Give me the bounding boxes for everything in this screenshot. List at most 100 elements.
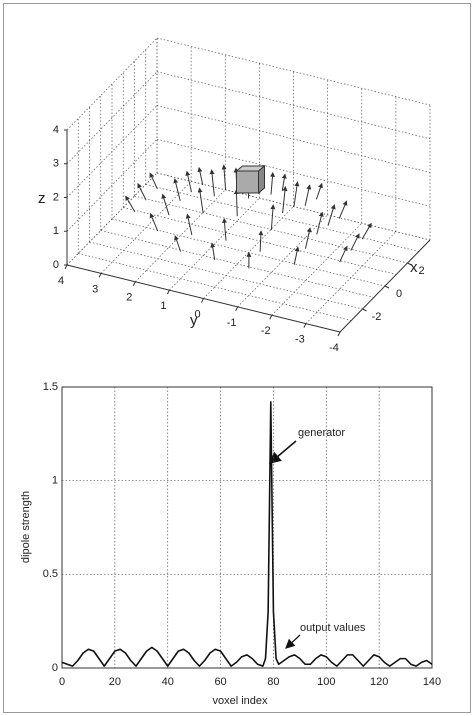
- y-tick-label: -3: [295, 334, 305, 346]
- grid-line: [66, 71, 158, 164]
- data-line: [61, 401, 433, 667]
- y-tick: [166, 289, 170, 295]
- annotation: output values: [300, 622, 366, 634]
- field-arrow: [281, 173, 287, 191]
- x-tick-label: 0: [396, 288, 402, 300]
- y-tick-label: 2: [126, 292, 132, 304]
- y-tick-label: 1: [52, 475, 58, 487]
- grid-line: [271, 223, 363, 316]
- generator-cube-side: [258, 164, 265, 195]
- field-arrow: [327, 204, 336, 226]
- grid-line: [156, 105, 431, 173]
- grid-line: [123, 207, 397, 275]
- field-arrow: [293, 181, 300, 207]
- x-tick: [384, 285, 390, 289]
- field-arrow: [209, 169, 215, 197]
- grid-line: [169, 197, 260, 291]
- field-arrow: [293, 246, 300, 265]
- generator-cube: [236, 170, 259, 194]
- field-arrow: [339, 245, 348, 263]
- grid-line: [66, 172, 158, 266]
- annotation-arrow: [285, 634, 301, 649]
- x-tick-label: 120: [370, 676, 388, 688]
- y-tick-label: -4: [329, 342, 339, 354]
- field-arrow: [258, 230, 264, 252]
- field-arrow: [315, 182, 323, 200]
- grid-line: [100, 230, 374, 298]
- y-tick-label: -1: [227, 317, 237, 329]
- field-arrow: [221, 164, 227, 191]
- y-tick-label: 4: [58, 275, 64, 287]
- x-tick-label: 40: [162, 676, 174, 688]
- field-arrow: [161, 193, 170, 216]
- annotation-arrow: [268, 440, 297, 464]
- field-arrow: [282, 185, 288, 214]
- y-tick-label: 0: [194, 308, 200, 320]
- field-arrow: [149, 172, 158, 190]
- annotation: generator: [298, 427, 345, 439]
- y-axis-label: dipole strength: [20, 491, 32, 563]
- grid-line: [100, 181, 192, 274]
- field-arrow: [173, 178, 181, 201]
- x-tick-label: 100: [317, 676, 335, 688]
- grid-line: [134, 189, 226, 282]
- field-arrow: [197, 166, 204, 186]
- x-tick-label: 2: [418, 265, 424, 277]
- y-tick: [64, 264, 68, 270]
- grid-line: [156, 71, 431, 140]
- field-arrow: [137, 182, 147, 201]
- field-arrow: [233, 188, 239, 217]
- x-tick-label: 20: [109, 676, 121, 688]
- grid-line: [156, 37, 431, 106]
- y-tick: [98, 273, 102, 278]
- grid-line: [66, 139, 158, 232]
- field-arrow: [304, 184, 312, 206]
- field-arrow: [316, 211, 324, 235]
- y-tick-label: 3: [92, 283, 98, 295]
- x-tick-label: 60: [214, 676, 226, 688]
- z-tick-label: 3: [53, 158, 59, 170]
- x-tick: [407, 262, 412, 266]
- z-tick-label: 1: [53, 225, 59, 237]
- x-tick: [362, 308, 367, 312]
- y-tick-label: 1.5: [43, 381, 58, 393]
- grid-line: [305, 231, 397, 324]
- y-tick-label: 1: [160, 300, 166, 312]
- grid-line: [78, 253, 352, 321]
- field-arrow: [174, 235, 182, 252]
- grid-line: [66, 105, 158, 198]
- field-arrow: [185, 213, 193, 236]
- grid-line: [156, 138, 431, 207]
- y-tick: [303, 323, 307, 328]
- z-tick-label: 4: [53, 124, 59, 136]
- field-arrow: [222, 217, 228, 241]
- plot-frame: [61, 386, 433, 669]
- y-tick: [337, 331, 341, 337]
- grid-line: [203, 206, 294, 299]
- grid-line: [66, 37, 158, 131]
- x-tick-label: 0: [59, 676, 65, 688]
- y-tick-label: -2: [261, 325, 271, 337]
- field-arrow: [149, 212, 159, 232]
- field-arrow: [338, 200, 348, 219]
- field-arrow: [197, 187, 204, 214]
- field-arrow: [350, 233, 360, 251]
- y-tick: [235, 306, 239, 312]
- field-arrow: [185, 170, 192, 193]
- x-axis-label: voxel index: [212, 695, 268, 707]
- y-axis-label: y: [190, 312, 198, 329]
- y-tick: [201, 298, 204, 303]
- y-tick-label: 0: [52, 662, 58, 674]
- x-tick-label: -2: [372, 311, 382, 323]
- z-axis-label: z: [38, 190, 46, 207]
- x-tick-label: 80: [267, 676, 279, 688]
- y-tick: [269, 315, 273, 320]
- z-tick-label: 0: [53, 259, 59, 271]
- grid-line: [237, 214, 328, 308]
- field-arrow: [361, 222, 372, 240]
- frame: [3, 3, 471, 713]
- x-axis-label: x: [410, 259, 418, 276]
- field-arrow: [269, 171, 275, 195]
- field-arrow: [210, 242, 216, 260]
